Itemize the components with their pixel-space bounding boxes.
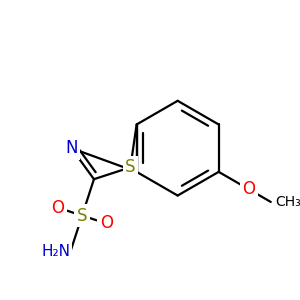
Text: S: S bbox=[77, 207, 87, 225]
Text: H₂N: H₂N bbox=[41, 244, 70, 260]
Text: O: O bbox=[51, 199, 64, 217]
Text: S: S bbox=[125, 158, 136, 176]
Text: CH₃: CH₃ bbox=[275, 195, 300, 209]
Text: N: N bbox=[65, 139, 78, 157]
Text: O: O bbox=[242, 180, 255, 198]
Text: O: O bbox=[100, 214, 113, 232]
